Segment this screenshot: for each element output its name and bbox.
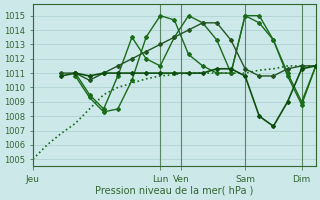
X-axis label: Pression niveau de la mer( hPa ): Pression niveau de la mer( hPa ) — [95, 186, 253, 196]
